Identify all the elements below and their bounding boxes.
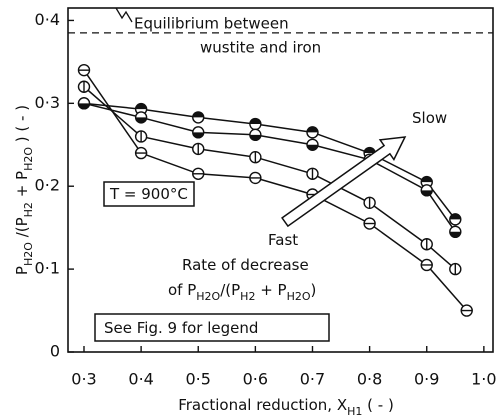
- temperature-label: T = 900°C: [109, 185, 188, 203]
- text-part: T = 900°C: [109, 185, 188, 203]
- marker: [249, 117, 262, 131]
- marker: [192, 167, 205, 180]
- legend-note-box: [94, 313, 330, 342]
- marker: [192, 142, 205, 156]
- marker: [192, 111, 205, 124]
- text-part: H2: [22, 202, 35, 217]
- pointer: [115, 7, 133, 23]
- x-axis-title: Fractional reduction, XH1 ( - ): [178, 396, 394, 418]
- text-part: See Fig. 9 for legend: [104, 319, 258, 337]
- marker: [420, 184, 433, 197]
- slow-label: Slow: [412, 109, 447, 127]
- text-part: + P: [255, 281, 286, 299]
- text-part: Fast: [268, 231, 298, 249]
- series-line: [83, 86, 456, 270]
- x-tick-label: 0·9: [414, 370, 439, 389]
- frame: [67, 7, 494, 353]
- text-part: Fractional reduction, X: [178, 396, 347, 414]
- text-part: H2O: [287, 290, 311, 303]
- marker-fill: [364, 147, 376, 154]
- x-tick-label: 0·5: [186, 370, 211, 389]
- text-part: Slow: [412, 109, 447, 127]
- marker: [249, 128, 262, 142]
- marker: [449, 262, 462, 276]
- series-line: [83, 102, 456, 220]
- plot-area: [67, 7, 494, 353]
- x-tick-label: 0·4: [128, 370, 153, 389]
- text-part: H2O: [22, 147, 35, 171]
- x-tick-label: 0·8: [357, 370, 382, 389]
- text-part: H1: [347, 405, 362, 418]
- equilibrium-label: Equilibrium between: [134, 15, 289, 33]
- marker: [306, 167, 319, 180]
- marker: [134, 130, 148, 143]
- marker: [134, 146, 148, 160]
- y-tick-label: 0·3: [35, 93, 60, 112]
- marker: [77, 80, 91, 93]
- marker-fill: [449, 213, 461, 220]
- equilibrium-label: wustite and iron: [200, 39, 321, 57]
- marker: [77, 63, 91, 77]
- text-part: P: [13, 266, 31, 275]
- marker: [249, 171, 262, 185]
- marker: [449, 213, 462, 226]
- marker-fill: [78, 103, 90, 109]
- x-tick-label: 0·3: [71, 370, 96, 389]
- series-line: [83, 102, 456, 233]
- temperature-box: [103, 181, 195, 207]
- rate-label: of PH2O/(PH2 + PH2O): [168, 281, 316, 303]
- x-tick-label: 1·0: [471, 370, 496, 389]
- text-part: ) ( - ): [13, 105, 31, 147]
- text-part: /(P: [13, 217, 31, 242]
- marker-fill: [135, 117, 147, 123]
- marker-fill: [421, 190, 433, 196]
- marker: [460, 304, 473, 317]
- text-part: H2: [240, 290, 255, 303]
- marker-fill: [306, 126, 318, 133]
- text-part: /(P: [220, 281, 240, 299]
- marker-fill: [192, 111, 204, 118]
- marker-fill: [249, 118, 261, 125]
- marker-fill: [421, 176, 433, 183]
- marker-fill: [192, 132, 204, 138]
- text-part: ): [311, 281, 317, 299]
- marker-fill: [135, 103, 147, 110]
- y-tick-label: 0·4: [35, 10, 60, 29]
- x-tick-label: 0·7: [300, 370, 325, 389]
- x-tick-label: 0·6: [243, 370, 268, 389]
- marker-fill: [249, 134, 261, 141]
- marker: [192, 126, 205, 139]
- marker: [420, 258, 433, 272]
- marker: [249, 151, 262, 164]
- text-part: ( - ): [362, 396, 393, 414]
- rate-label: Rate of decrease: [182, 256, 309, 274]
- series-line: [83, 69, 468, 312]
- marker: [449, 225, 462, 239]
- marker: [134, 111, 148, 124]
- legend-note: See Fig. 9 for legend: [104, 319, 258, 337]
- marker: [306, 138, 319, 151]
- arrow: [281, 136, 407, 228]
- y-tick-label: 0: [50, 342, 60, 361]
- marker-fill: [449, 231, 461, 238]
- marker: [77, 97, 91, 110]
- text-part: of P: [168, 281, 196, 299]
- text-part: H2O: [22, 242, 35, 266]
- y-axis-title: PH2O /(PH2 + PH2O ) ( - ): [13, 105, 35, 275]
- marker: [306, 126, 319, 139]
- marker-fill: [306, 144, 318, 151]
- marker: [420, 238, 433, 251]
- marker: [363, 217, 376, 230]
- marker: [363, 196, 376, 209]
- text-part: H2O: [196, 290, 220, 303]
- text-part: Rate of decrease: [182, 256, 309, 274]
- y-tick-label: 0·1: [35, 259, 60, 278]
- fast-label: Fast: [268, 231, 298, 249]
- text-part: + P: [13, 171, 31, 202]
- y-tick-label: 0·2: [35, 176, 60, 195]
